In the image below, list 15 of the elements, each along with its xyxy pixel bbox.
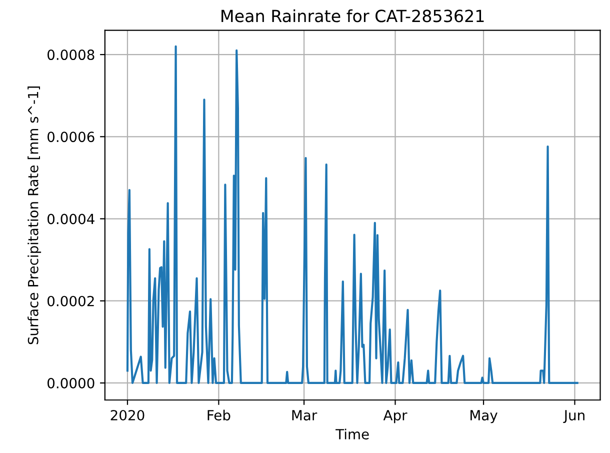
line-series [126, 45, 578, 384]
x-tick-label: Apr [383, 410, 408, 424]
y-tick-label: 0.0004 [48, 214, 94, 224]
y-axis-title: Surface Precipitation Rate [mm s^-1] [28, 86, 42, 344]
y-tick-label: 0.0000 [48, 378, 94, 388]
x-tick-label: Mar [292, 410, 318, 420]
y-tick-label: 0.0008 [48, 50, 94, 60]
x-tick-label: 2020 [110, 410, 144, 420]
y-tick-label: 0.0002 [48, 296, 94, 306]
y-tick-label: 0.0006 [48, 132, 94, 142]
chart-title: Mean Rainrate for CAT-2853621 [222, 9, 484, 22]
x-tick-label: Feb [208, 410, 230, 420]
x-tick-label: Jun [563, 410, 584, 424]
x-axis-title: Time [336, 428, 369, 440]
x-tick-label: May [470, 410, 498, 424]
